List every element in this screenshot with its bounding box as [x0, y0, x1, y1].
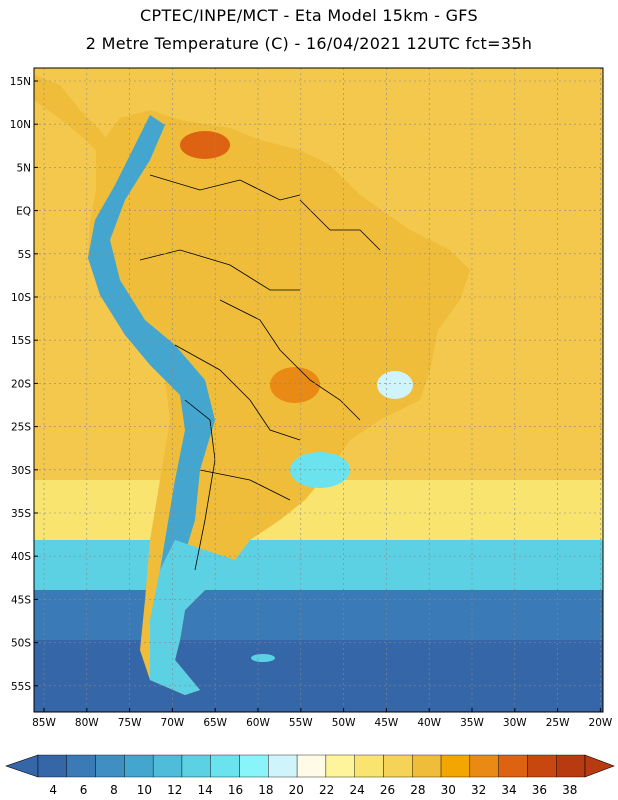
latitude-label: 5N: [16, 162, 31, 174]
colorbar-swatch: [325, 754, 355, 778]
longitude-label: 45W: [375, 717, 399, 729]
colorbar-label: 10: [137, 783, 152, 797]
colorbar-swatch: [152, 754, 183, 778]
latitude-label: 50S: [11, 638, 31, 650]
longitude-label: 80W: [75, 717, 99, 729]
longitude-label: 35W: [460, 717, 484, 729]
colorbar-label: 36: [532, 783, 547, 797]
latitude-label: 25S: [11, 422, 31, 434]
latitude-labels: 15N 10N 5N EQ 5S 10S 15S 20S 25S 30S 35S 40S 45S 50S 5…: [10, 76, 38, 693]
latitude-label: 15N: [10, 76, 31, 88]
border-segment: [199, 469, 291, 501]
colorbar-swatch: [181, 754, 211, 778]
latitude-label: 10N: [10, 119, 31, 131]
patagonia-cool-region: [150, 540, 235, 695]
colorbar-label: 6: [80, 783, 88, 797]
colorbar-label: 24: [349, 783, 364, 797]
border-segment: [174, 344, 301, 441]
colorbar-left-arrow: [5, 754, 39, 778]
colorbar-swatch: [268, 754, 298, 778]
latitude-label: 5S: [18, 249, 32, 261]
temperature-colorbar: 4 6 8 10 12 14 16 18 20 22 24 26 28 30 32 34 36 38: [5, 754, 615, 797]
colorbar-label: 22: [319, 783, 334, 797]
colorbar-label: 16: [228, 783, 243, 797]
longitude-label: 25W: [546, 717, 570, 729]
colorbar-swatch: [239, 754, 269, 778]
colorbar-swatch: [527, 754, 557, 778]
latitude-label: 20S: [11, 378, 31, 390]
border-segment: [139, 249, 300, 291]
title-line-2: 2 Metre Temperature (C) - 16/04/2021 12U…: [85, 34, 533, 53]
colorbar-swatch: [296, 754, 327, 778]
longitude-label: 85W: [32, 717, 56, 729]
latitude-label: 15S: [11, 335, 31, 347]
longitude-label: 65W: [203, 717, 227, 729]
latitude-label: 45S: [11, 594, 31, 606]
colorbar-right-arrow: [584, 754, 615, 778]
hot-spot-venezuela: [180, 131, 230, 159]
colorbar-swatch: [498, 754, 528, 778]
falkland-islands: [251, 654, 275, 662]
colorbar-swatch: [124, 754, 154, 778]
latitude-label: 35S: [11, 508, 31, 520]
colorbar-swatch: [383, 754, 413, 778]
ocean-temperature-field: [34, 68, 603, 712]
colorbar-swatch: [440, 754, 471, 778]
colorbar-label: 30: [441, 783, 456, 797]
border-segment: [149, 174, 301, 201]
map-frame: [33, 67, 604, 713]
latitude-label: 10S: [11, 292, 31, 304]
colorbar-label: 34: [501, 783, 516, 797]
longitude-label: 30W: [503, 717, 527, 729]
central-america-landmass: [34, 75, 110, 150]
colorbar-swatch: [412, 754, 442, 778]
latitude-label: 40S: [11, 551, 31, 563]
colorbar-label: 18: [258, 783, 273, 797]
latitude-label: 30S: [11, 465, 31, 477]
hot-spot-paraguay: [270, 367, 320, 403]
longitude-label: 55W: [289, 717, 313, 729]
colorbar-label: 38: [562, 783, 577, 797]
colorbar-swatch: [66, 754, 96, 778]
colorbar-swatch: [210, 754, 240, 778]
colorbar-label: 20: [289, 783, 304, 797]
colorbar-label: 8: [110, 783, 118, 797]
colorbar-swatch: [37, 754, 67, 778]
longitude-label: 50W: [332, 717, 356, 729]
colorbar-label: 28: [410, 783, 425, 797]
title-line-1: CPTEC/INPE/MCT - Eta Model 15km - GFS: [140, 6, 478, 25]
longitude-label: 60W: [246, 717, 270, 729]
colorbar-swatch: [95, 754, 125, 778]
colorbar-swatch: [354, 754, 384, 778]
longitude-labels: 85W 80W 75W 70W 65W 60W 55W 50W 45W 40W 35W 30W 25W 2…: [32, 708, 613, 729]
country-borders: [139, 174, 381, 571]
latitude-label: EQ: [16, 206, 31, 218]
colorbar-label: 26: [380, 783, 395, 797]
longitude-label: 40W: [417, 717, 441, 729]
longitude-label: 70W: [161, 717, 185, 729]
border-segment: [299, 199, 381, 251]
lat-lon-grid: [34, 68, 603, 712]
latitude-label: 55S: [11, 681, 31, 693]
colorbar-label: 14: [197, 783, 212, 797]
cool-patch-southeast-brazil: [377, 371, 413, 399]
colorbar-swatch: [556, 754, 586, 778]
colorbar-swatch: [469, 754, 499, 778]
longitude-label: 20W: [589, 717, 613, 729]
andes-cold-band: [88, 115, 215, 660]
colorbar-label: 12: [167, 783, 182, 797]
ocean-band-coldest: [34, 640, 603, 712]
colorbar-label: 32: [471, 783, 486, 797]
longitude-label: 75W: [118, 717, 142, 729]
colorbar-label: 4: [49, 783, 57, 797]
